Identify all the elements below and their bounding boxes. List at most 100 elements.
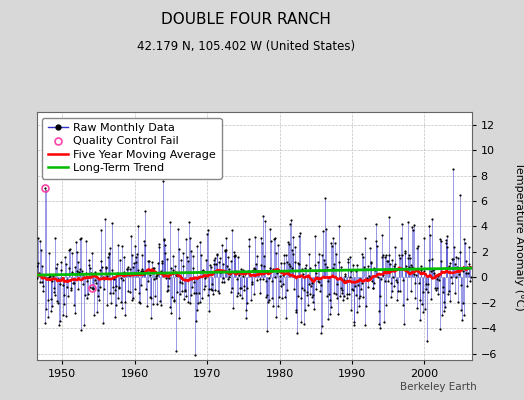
Point — [62, 313, 70, 320]
Point — [417, 267, 425, 273]
Point — [322, 263, 331, 270]
Point — [57, 266, 66, 273]
Point — [235, 271, 243, 278]
Point — [261, 278, 270, 284]
Point — [331, 240, 339, 246]
Point — [155, 244, 163, 250]
Point — [432, 287, 440, 294]
Point — [140, 208, 149, 214]
Point — [354, 282, 362, 289]
Point — [320, 257, 329, 263]
Point — [285, 241, 293, 248]
Point — [160, 237, 168, 243]
Point — [198, 295, 206, 302]
Point — [266, 226, 275, 232]
Point — [333, 281, 341, 288]
Point — [338, 290, 346, 296]
Point — [341, 270, 349, 277]
Point — [344, 256, 353, 263]
Point — [351, 283, 359, 289]
Point — [334, 259, 343, 266]
Point — [166, 304, 174, 311]
Point — [457, 307, 465, 313]
Point — [71, 310, 79, 316]
Point — [446, 298, 454, 304]
Point — [125, 272, 133, 278]
Point — [400, 248, 409, 254]
Point — [383, 258, 391, 264]
Point — [54, 276, 63, 282]
Point — [136, 300, 144, 306]
Point — [189, 252, 198, 259]
Point — [304, 302, 312, 308]
Point — [429, 266, 437, 273]
Point — [424, 256, 433, 263]
Point — [309, 299, 317, 305]
Point — [398, 221, 406, 228]
Point — [231, 252, 239, 258]
Point — [375, 308, 384, 314]
Point — [75, 268, 83, 275]
Point — [115, 285, 123, 291]
Point — [377, 276, 385, 282]
Point — [396, 288, 404, 294]
Point — [68, 269, 76, 276]
Point — [42, 306, 50, 312]
Point — [120, 254, 128, 260]
Point — [198, 268, 206, 274]
Point — [202, 257, 211, 264]
Point — [211, 286, 219, 293]
Point — [230, 253, 238, 260]
Point — [34, 259, 42, 266]
Point — [184, 258, 192, 264]
Point — [297, 294, 305, 301]
Point — [43, 296, 52, 303]
Point — [72, 267, 81, 274]
Point — [385, 252, 394, 259]
Point — [207, 286, 215, 292]
Text: Berkeley Earth: Berkeley Earth — [400, 382, 477, 392]
Point — [95, 284, 104, 290]
Point — [335, 223, 344, 229]
Point — [138, 252, 147, 258]
Point — [261, 218, 269, 224]
Point — [460, 312, 468, 318]
Point — [36, 279, 44, 286]
Point — [372, 238, 380, 244]
Point — [451, 290, 459, 296]
Point — [108, 220, 116, 226]
Point — [160, 242, 169, 248]
Point — [135, 290, 143, 296]
Point — [241, 286, 249, 293]
Point — [82, 238, 91, 244]
Point — [379, 252, 388, 258]
Point — [377, 232, 386, 239]
Point — [296, 230, 304, 236]
Point — [237, 266, 245, 272]
Point — [192, 307, 201, 314]
Point — [59, 282, 67, 288]
Point — [149, 301, 157, 308]
Point — [262, 294, 270, 300]
Point — [163, 282, 172, 289]
Point — [150, 276, 158, 283]
Point — [201, 282, 210, 289]
Point — [122, 271, 130, 277]
Point — [88, 250, 96, 256]
Point — [161, 250, 170, 256]
Point — [99, 320, 107, 326]
Point — [53, 260, 61, 267]
Point — [414, 268, 423, 274]
Point — [104, 251, 113, 257]
Point — [397, 234, 405, 241]
Point — [39, 283, 47, 289]
Point — [217, 241, 226, 248]
Point — [371, 266, 379, 273]
Point — [361, 235, 369, 242]
Point — [219, 261, 227, 268]
Point — [330, 260, 338, 267]
Point — [203, 292, 212, 298]
Point — [174, 246, 183, 253]
Point — [142, 286, 150, 293]
Point — [205, 285, 214, 292]
